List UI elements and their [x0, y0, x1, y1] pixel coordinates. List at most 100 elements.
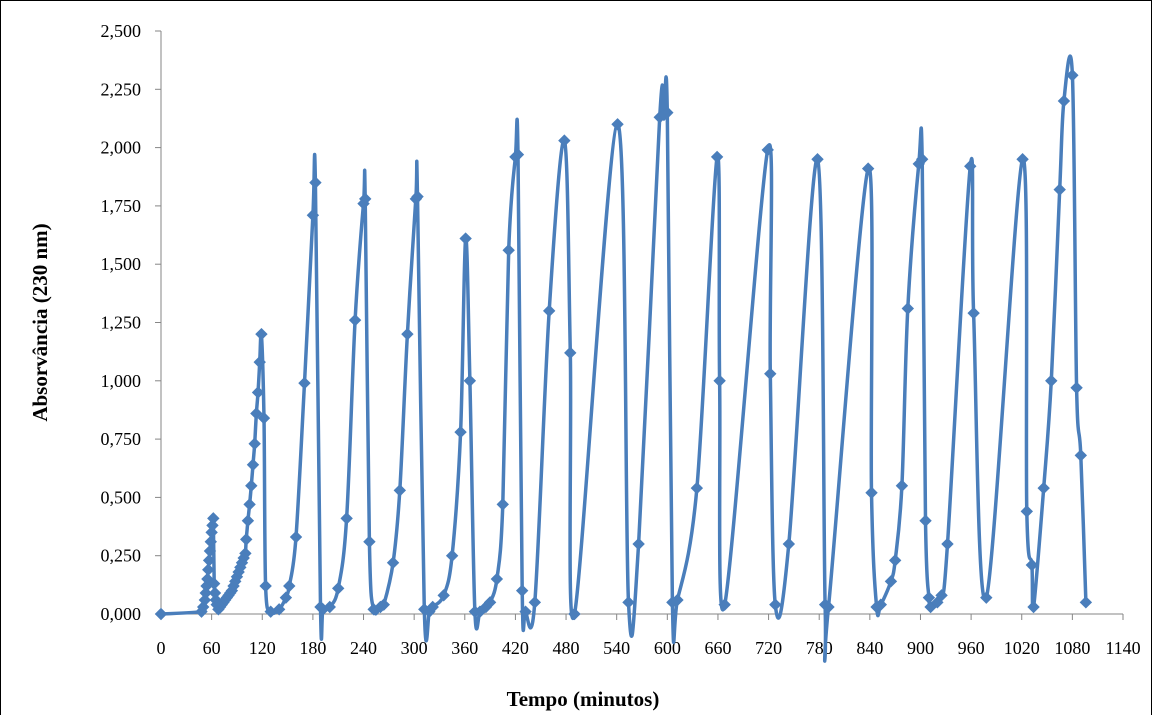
data-point-marker	[279, 591, 293, 604]
x-axis: 0 60 120 180 240 300 360 420 480 540 600 660 720 780 8…	[157, 613, 1141, 658]
data-point-marker	[426, 600, 439, 614]
data-point-marker	[250, 407, 263, 420]
data-point-marker	[611, 118, 624, 131]
data-point-marker	[967, 306, 980, 320]
data-point-marker	[283, 579, 296, 593]
data-point-marker	[528, 596, 542, 609]
y-tick-label: 1,250	[101, 313, 142, 333]
data-point-marker	[764, 367, 777, 381]
data-point-marker	[204, 535, 217, 548]
data-point-marker	[1070, 381, 1083, 395]
y-axis: 0,000 0,250 0,500 0,750 1,000 1,250 1,500 1,750…	[101, 21, 162, 624]
data-point-marker	[1016, 153, 1029, 166]
data-point-marker	[542, 304, 556, 318]
data-point-marker	[811, 153, 824, 166]
data-point-marker	[496, 498, 509, 511]
data-point-marker	[1053, 183, 1066, 196]
x-tick-label: 600	[654, 638, 681, 658]
data-point-marker	[386, 556, 400, 569]
data-point-marker	[1057, 94, 1071, 108]
data-point-marker	[1079, 596, 1093, 609]
data-point-marker	[1020, 505, 1034, 518]
data-point-marker	[964, 160, 977, 173]
data-point-marker	[564, 346, 577, 360]
data-point-marker	[437, 589, 450, 602]
y-tick-label: 1,000	[101, 371, 142, 391]
y-tick-label: 0,000	[101, 604, 142, 624]
x-tick-label: 840	[856, 638, 883, 658]
data-point-marker	[243, 498, 256, 511]
data-point-marker	[769, 598, 782, 611]
x-tick-label: 120	[249, 638, 276, 658]
data-point-marker	[248, 437, 261, 450]
data-point-marker	[246, 458, 260, 471]
data-point-marker	[348, 313, 362, 327]
data-point-marker	[519, 605, 532, 618]
data-point-marker	[359, 192, 372, 206]
y-tick-label: 2,250	[101, 79, 142, 99]
data-point-marker	[203, 544, 217, 558]
data-point-marker	[888, 554, 902, 567]
data-point-marker	[445, 549, 459, 562]
y-tick-label: 0,750	[101, 429, 142, 449]
data-point-marker	[306, 209, 320, 222]
data-point-marker	[259, 579, 272, 593]
data-point-marker	[363, 535, 376, 548]
x-tick-label: 0	[157, 638, 166, 658]
data-point-marker	[671, 593, 684, 607]
data-point-marker	[941, 537, 954, 551]
data-point-marker	[239, 547, 252, 560]
x-tick-label: 720	[755, 638, 782, 658]
x-tick-label: 1080	[1054, 638, 1090, 658]
data-point-marker	[393, 484, 407, 497]
data-point-marker	[490, 572, 504, 586]
data-point-marker	[935, 589, 948, 602]
data-point-marker	[245, 479, 258, 492]
data-point-marker	[257, 411, 271, 425]
data-point-marker	[632, 537, 645, 551]
data-point-marker	[1027, 600, 1040, 614]
x-axis-title: Tempo (minutos)	[507, 687, 660, 711]
data-point-marker	[713, 374, 726, 388]
data-point-marker	[782, 537, 796, 551]
data-point-marker	[272, 603, 286, 616]
x-tick-label: 360	[451, 638, 478, 658]
x-tick-label: 240	[350, 638, 377, 658]
data-point-marker	[309, 176, 322, 189]
data-point-marker	[483, 596, 497, 609]
x-tick-label: 1020	[1004, 638, 1040, 658]
data-point-marker	[154, 607, 168, 621]
data-point-marker	[861, 162, 875, 175]
data-point-marker	[255, 327, 268, 341]
data-point-marker	[207, 512, 220, 525]
data-point-marker	[511, 148, 525, 161]
data-point-marker	[919, 514, 932, 527]
data-point-marker	[251, 386, 265, 399]
series-line	[160, 54, 1088, 663]
x-tick-label: 60	[203, 638, 221, 658]
data-point-marker	[411, 190, 424, 203]
data-point-marker	[661, 106, 674, 119]
y-tick-label: 0,250	[101, 546, 142, 566]
data-point-marker	[253, 355, 266, 369]
data-point-marker	[895, 479, 909, 492]
data-point-marker	[1037, 481, 1050, 495]
data-point-marker	[401, 327, 414, 341]
data-point-marker	[340, 512, 353, 525]
y-tick-label: 2,500	[101, 21, 142, 41]
data-point-marker	[502, 244, 515, 257]
data-point-marker	[980, 591, 993, 604]
data-point-marker	[202, 554, 216, 567]
data-point-marker	[1074, 449, 1088, 462]
data-point-marker	[865, 486, 878, 499]
data-point-marker	[1045, 374, 1058, 388]
x-tick-label: 300	[401, 638, 428, 658]
data-point-marker	[718, 598, 731, 611]
data-point-marker	[202, 563, 215, 576]
data-point-marker	[874, 598, 888, 611]
data-point-marker	[1066, 69, 1079, 82]
data-point-marker	[690, 481, 704, 495]
y-axis-title: Absorvância (230 nm)	[28, 223, 52, 421]
